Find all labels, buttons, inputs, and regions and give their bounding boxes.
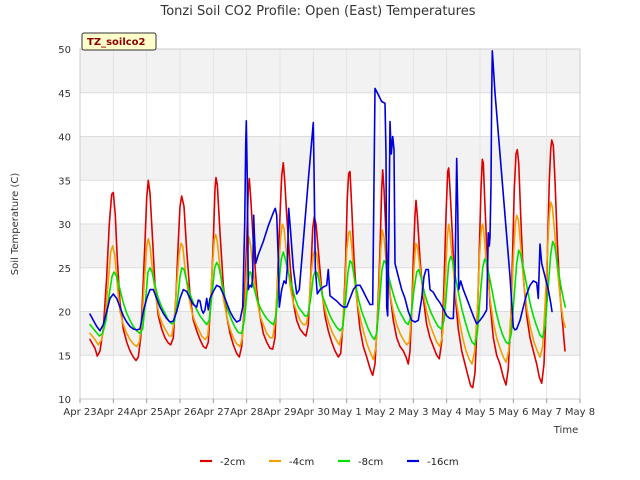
plot-background [80, 49, 580, 399]
x-tick-label: May 8 [565, 407, 595, 418]
y-tick-label: 15 [58, 351, 71, 362]
y-tick-label: 40 [58, 133, 71, 144]
plot-band [80, 180, 580, 224]
y-tick-label: 10 [58, 395, 71, 406]
x-tick-label: Apr 24 [97, 407, 130, 418]
y-tick-label: 20 [58, 308, 71, 319]
x-tick-label: Apr 25 [130, 407, 163, 418]
plot-frame [79, 48, 581, 400]
series-layer [89, 49, 567, 389]
x-tick-label: May 5 [465, 407, 495, 418]
x-tick-label: Apr 27 [197, 407, 230, 418]
tag-box: TZ_soilco2 [81, 32, 157, 51]
x-tick-label: May 7 [532, 407, 562, 418]
plot-band [80, 311, 580, 356]
x-tick-label: Apr 29 [263, 407, 296, 418]
x-tick-label: May 6 [498, 407, 528, 418]
x-tick-label: May 2 [365, 407, 395, 418]
legend-label: -16cm [427, 457, 459, 468]
x-tick-label: Apr 28 [230, 407, 263, 418]
plot-band [80, 49, 580, 93]
series-line-16cm [89, 49, 553, 332]
x-tick-label: May 1 [332, 407, 362, 418]
tag-label: TZ_soilco2 [87, 37, 146, 48]
plot-band [80, 224, 580, 268]
x-tick-label: May 4 [432, 407, 462, 418]
plot-band [80, 355, 580, 399]
chart-title: Tonzi Soil CO2 Profile: Open (East) Temp… [159, 4, 475, 19]
legend-label: -4cm [289, 457, 314, 468]
y-axis-ticks: 10 15 20 25 30 35 40 45 50 [58, 45, 71, 406]
x-tick-label: Apr 23 [63, 407, 96, 418]
plot-band [80, 92, 580, 137]
y-tick-label: 45 [58, 89, 71, 100]
plot-band [80, 136, 580, 181]
x-tick-label: Apr 30 [297, 407, 330, 418]
x-axis-label: Time [553, 425, 578, 436]
y-tick-label: 50 [58, 45, 71, 56]
legend-label: -8cm [358, 457, 383, 468]
y-tick-label: 30 [58, 220, 71, 231]
legend: -2cm -4cm -8cm -16cm [200, 457, 459, 468]
x-axis-ticks: Apr 23 Apr 24 Apr 25 Apr 26 Apr 27 Apr 28 Apr … [63, 399, 595, 418]
x-tick-label: May 3 [398, 407, 428, 418]
legend-label: -2cm [220, 457, 245, 468]
y-tick-label: 35 [58, 176, 71, 187]
y-axis-label: Soil Temperature (C) [10, 173, 21, 276]
y-tick-label: 25 [58, 264, 71, 275]
x-tick-label: Apr 26 [163, 407, 196, 418]
